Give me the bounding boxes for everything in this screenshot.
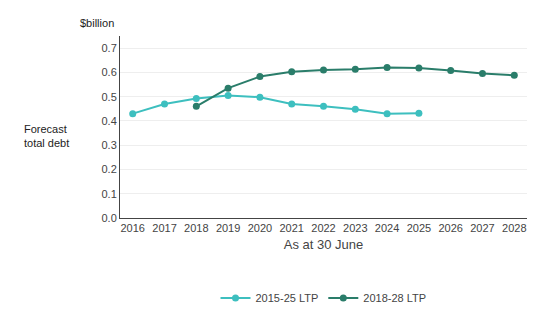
svg-text:$billion: $billion (80, 17, 114, 29)
svg-text:As at 30 June: As at 30 June (284, 237, 364, 252)
svg-text:2016: 2016 (120, 222, 144, 234)
svg-text:0.6: 0.6 (102, 66, 117, 78)
svg-text:0.5: 0.5 (102, 91, 117, 103)
svg-text:2026: 2026 (438, 222, 462, 234)
svg-text:0.0: 0.0 (102, 212, 117, 224)
svg-text:2019: 2019 (216, 222, 240, 234)
svg-text:2024: 2024 (375, 222, 399, 234)
svg-text:2018-28 LTP: 2018-28 LTP (363, 292, 426, 304)
svg-text:2022: 2022 (311, 222, 335, 234)
svg-text:Forecasttotal debt: Forecasttotal debt (24, 123, 69, 149)
svg-text:2017: 2017 (152, 222, 176, 234)
svg-text:2021: 2021 (279, 222, 303, 234)
svg-text:2025: 2025 (407, 222, 431, 234)
svg-text:0.1: 0.1 (102, 188, 117, 200)
svg-text:2028: 2028 (502, 222, 526, 234)
svg-text:2020: 2020 (248, 222, 272, 234)
svg-text:2018: 2018 (184, 222, 208, 234)
svg-text:0.4: 0.4 (102, 115, 117, 127)
svg-text:2023: 2023 (343, 222, 367, 234)
svg-text:0.7: 0.7 (102, 42, 117, 54)
svg-text:0.2: 0.2 (102, 163, 117, 175)
svg-text:0.3: 0.3 (102, 139, 117, 151)
svg-text:2015-25 LTP: 2015-25 LTP (256, 292, 319, 304)
svg-text:2027: 2027 (470, 222, 494, 234)
